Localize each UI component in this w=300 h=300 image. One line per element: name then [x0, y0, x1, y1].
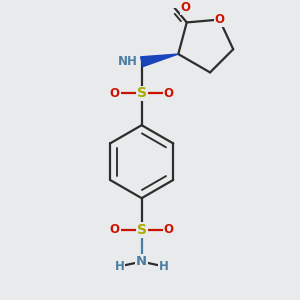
Text: NH: NH — [117, 55, 137, 68]
Text: S: S — [137, 223, 147, 237]
Text: O: O — [214, 13, 224, 26]
Text: O: O — [181, 1, 190, 14]
Text: O: O — [110, 87, 120, 100]
Text: S: S — [137, 86, 147, 100]
Text: O: O — [110, 224, 120, 236]
Text: O: O — [164, 87, 174, 100]
Polygon shape — [141, 54, 178, 67]
Text: N: N — [136, 255, 147, 268]
Text: O: O — [164, 224, 174, 236]
Text: H: H — [159, 260, 169, 273]
Text: H: H — [115, 260, 124, 273]
